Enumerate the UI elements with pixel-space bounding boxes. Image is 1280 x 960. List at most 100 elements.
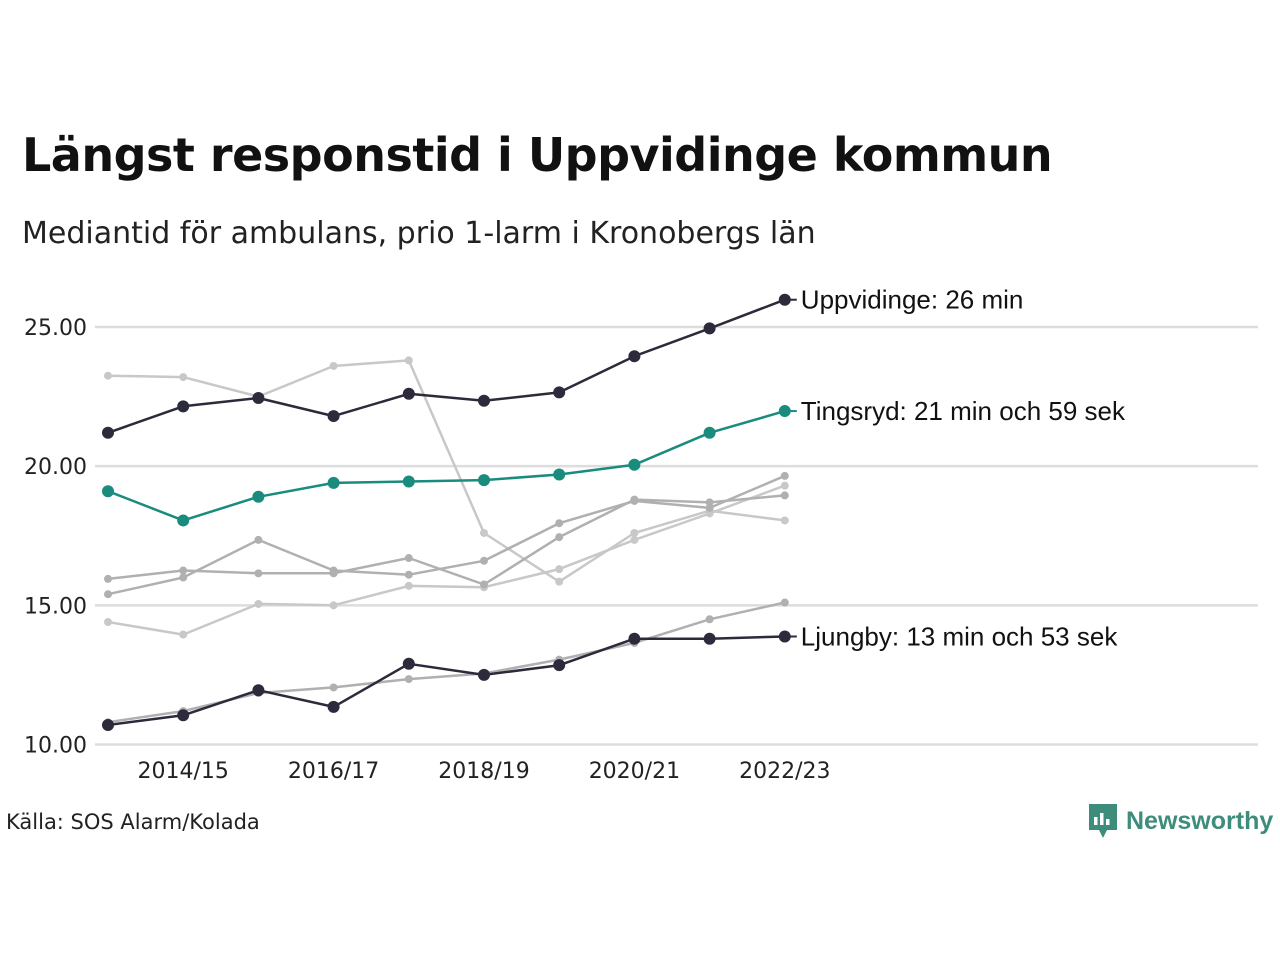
data-point: [703, 632, 716, 645]
chart-title: Längst responstid i Uppvidinge kommun: [22, 128, 1053, 182]
x-tick-label: 2018/19: [438, 759, 529, 784]
x-tick-label: 2016/17: [288, 759, 379, 784]
data-point: [628, 350, 641, 363]
data-point: [705, 509, 714, 518]
data-point: [252, 391, 265, 404]
chart-subtitle: Mediantid för ambulans, prio 1-larm i Kr…: [22, 216, 816, 251]
data-point: [254, 535, 263, 544]
data-point: [104, 590, 112, 599]
data-point: [555, 519, 564, 528]
data-point: [254, 599, 263, 608]
data-point: [177, 514, 190, 527]
data-point: [177, 400, 190, 413]
data-point: [177, 709, 190, 722]
data-point: [480, 580, 488, 589]
data-point: [703, 426, 716, 439]
data-point: [104, 574, 112, 583]
series-line: [107, 635, 785, 727]
data-point: [480, 528, 488, 537]
data-point: [329, 566, 338, 575]
data-point: [102, 485, 114, 498]
line-chart: 10.00 15.00 20.00 25.00 2014/15 2016/17 2018/…: [24, 285, 1258, 784]
end-labels: Uppvidinge: 26 min Tingsryd: 21 min och 5…: [784, 285, 1126, 652]
data-point: [555, 577, 564, 586]
data-point: [705, 615, 714, 624]
data-point: [104, 618, 112, 627]
data-point: [402, 657, 415, 670]
series-end-label: Tingsryd: 21 min och 59 sek: [801, 396, 1126, 426]
data-point: [628, 632, 641, 645]
source-note: Källa: SOS Alarm/Kolada: [6, 810, 260, 834]
data-point: [402, 475, 415, 488]
series-uppvidinge: [102, 293, 791, 439]
data-point: [553, 659, 566, 672]
data-point: [102, 719, 114, 732]
series-end-label: Ljungby: 13 min och 53 sek: [801, 622, 1119, 652]
data-point: [555, 565, 564, 574]
data-point: [780, 471, 789, 480]
data-point: [780, 491, 789, 500]
data-point: [402, 387, 415, 400]
data-point: [628, 458, 641, 471]
data-point: [404, 581, 413, 590]
data-point: [630, 496, 639, 505]
data-point: [329, 683, 338, 692]
data-point: [104, 371, 112, 380]
data-point: [780, 516, 789, 525]
data-point: [254, 569, 263, 578]
data-point: [780, 481, 789, 490]
brand-name: Newsworthy: [1126, 806, 1274, 835]
series-line: [107, 474, 786, 596]
series-other-3: [104, 471, 789, 599]
data-point: [553, 468, 566, 481]
data-point: [404, 554, 413, 563]
data-point: [179, 630, 188, 639]
data-point: [327, 476, 340, 489]
data-point: [329, 601, 338, 610]
series-line: [107, 494, 785, 586]
series-other-0: [104, 356, 789, 586]
data-point: [404, 675, 413, 684]
data-point: [705, 498, 714, 507]
data-point: [327, 410, 340, 423]
series-line: [107, 359, 785, 583]
data-point: [630, 535, 639, 544]
x-tick-label: 2022/23: [739, 759, 830, 784]
series-line: [107, 298, 786, 434]
data-point: [555, 533, 564, 542]
data-point: [553, 386, 566, 399]
series-line: [107, 484, 786, 636]
data-point: [703, 322, 716, 335]
x-axis: 2014/15 2016/17 2018/19 2020/21 2022/23: [137, 759, 830, 784]
data-point: [780, 598, 789, 607]
series-layer: [102, 293, 791, 732]
data-point: [179, 573, 188, 582]
data-point: [329, 361, 338, 370]
data-point: [252, 684, 265, 697]
x-tick-label: 2020/21: [589, 759, 680, 784]
data-point: [630, 528, 639, 537]
data-point: [478, 668, 490, 681]
series-line: [107, 601, 786, 724]
data-point: [404, 570, 413, 579]
y-axis: 10.00 15.00 20.00 25.00: [24, 316, 87, 759]
data-point: [252, 490, 265, 503]
y-tick-label: 15.00: [24, 594, 87, 619]
data-point: [327, 700, 340, 713]
series-ljungby: [102, 630, 791, 732]
data-point: [179, 566, 188, 575]
series-line: [107, 409, 786, 522]
data-point: [404, 356, 413, 365]
data-point: [478, 474, 490, 487]
y-tick-label: 20.00: [24, 455, 87, 480]
data-point: [705, 503, 714, 512]
data-point: [480, 556, 488, 565]
gridlines: [95, 325, 1258, 746]
newsworthy-logo-icon: [1089, 804, 1117, 838]
data-point: [179, 373, 188, 382]
y-tick-label: 10.00: [24, 734, 87, 759]
series-end-label: Uppvidinge: 26 min: [801, 285, 1024, 315]
x-tick-label: 2014/15: [137, 759, 228, 784]
data-point: [478, 394, 490, 407]
data-point: [102, 426, 114, 439]
